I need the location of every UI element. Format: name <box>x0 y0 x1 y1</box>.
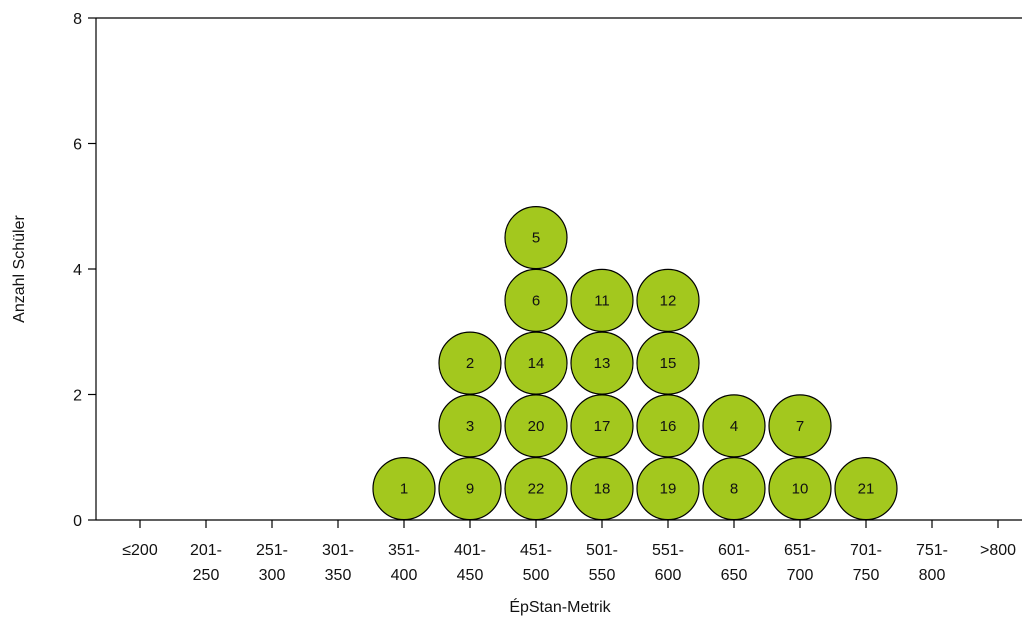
x-tick-label: 800 <box>919 567 946 584</box>
student-dot-label: 15 <box>660 355 677 372</box>
student-dot <box>768 457 832 521</box>
x-tick-label: 350 <box>325 567 352 584</box>
student-dot-label: 17 <box>594 418 611 435</box>
student-dot-label: 7 <box>796 418 804 435</box>
x-tick-label: 700 <box>787 567 814 584</box>
x-tick-label: 751- <box>916 542 948 559</box>
x-tick-label: 251- <box>256 542 288 559</box>
x-tick-label: 701- <box>850 542 882 559</box>
x-tick-label: 451- <box>520 542 552 559</box>
x-tick-label: 550 <box>589 567 616 584</box>
student-dot <box>570 457 634 521</box>
x-tick-label: 201- <box>190 542 222 559</box>
student-dot-label: 14 <box>528 355 545 372</box>
y-tick-label: 6 <box>73 137 82 154</box>
student-dot-label: 20 <box>528 418 545 435</box>
student-dot <box>702 457 766 521</box>
student-dot-label: 12 <box>660 292 677 309</box>
student-dot-label: 5 <box>532 230 540 247</box>
y-tick-label: 2 <box>73 388 82 405</box>
student-dot <box>636 331 700 395</box>
student-dot-label: 21 <box>858 481 875 498</box>
x-tick-label: 500 <box>523 567 550 584</box>
student-dot <box>438 394 502 458</box>
student-dot <box>570 331 634 395</box>
x-tick-label: 551- <box>652 542 684 559</box>
x-tick-label: 351- <box>388 542 420 559</box>
student-dot <box>504 457 568 521</box>
student-dot-label: 9 <box>466 481 474 498</box>
student-dot-label: 2 <box>466 355 474 372</box>
student-dot <box>570 394 634 458</box>
x-tick-label: 401- <box>454 542 486 559</box>
x-tick-label: 301- <box>322 542 354 559</box>
student-dot <box>702 394 766 458</box>
student-dot-label: 6 <box>532 292 540 309</box>
student-dot-label: 18 <box>594 481 611 498</box>
y-ticks: 0 2 4 6 8 <box>73 11 96 530</box>
student-dot-label: 4 <box>730 418 738 435</box>
x-tick-label: 750 <box>853 567 880 584</box>
student-dot-label: 11 <box>594 292 610 309</box>
student-dot <box>504 206 568 270</box>
student-dot <box>570 268 634 332</box>
y-tick-label: 0 <box>73 513 82 530</box>
y-tick-label: 8 <box>73 11 82 28</box>
student-dot <box>372 457 436 521</box>
student-dot <box>636 457 700 521</box>
y-axis-label: Anzahl Schüler <box>11 215 28 323</box>
x-tick-label: ≤200 <box>122 542 158 559</box>
student-dot <box>438 331 502 395</box>
student-dot-label: 16 <box>660 418 677 435</box>
student-dot-label: 1 <box>400 481 408 498</box>
x-tick-label: 250 <box>193 567 220 584</box>
y-tick-label: 4 <box>73 262 82 279</box>
x-tick-label: 400 <box>391 567 418 584</box>
student-dot <box>636 268 700 332</box>
x-ticks: ≤200 201- 250 251- 300 301- 350 351- 400 401- 450 4… <box>122 520 1016 584</box>
x-tick-label: 600 <box>655 567 682 584</box>
student-dot-label: 13 <box>594 355 611 372</box>
student-dot-label: 22 <box>528 481 545 498</box>
x-tick-label: 501- <box>586 542 618 559</box>
student-dot <box>768 394 832 458</box>
student-dot <box>504 394 568 458</box>
student-dot <box>834 457 898 521</box>
x-tick-label: 651- <box>784 542 816 559</box>
x-tick-label: 650 <box>721 567 748 584</box>
student-dot <box>636 394 700 458</box>
student-dot <box>504 268 568 332</box>
x-tick-label: 450 <box>457 567 484 584</box>
student-dot-label: 10 <box>792 481 809 498</box>
student-dot-label: 8 <box>730 481 738 498</box>
student-dot-label: 19 <box>660 481 677 498</box>
x-axis-label: ÉpStan-Metrik <box>509 597 611 616</box>
student-dot <box>438 457 502 521</box>
student-dot-label: 3 <box>466 418 474 435</box>
x-tick-label: 601- <box>718 542 750 559</box>
x-tick-label: >800 <box>980 542 1016 559</box>
x-tick-label: 300 <box>259 567 286 584</box>
student-dot <box>504 331 568 395</box>
